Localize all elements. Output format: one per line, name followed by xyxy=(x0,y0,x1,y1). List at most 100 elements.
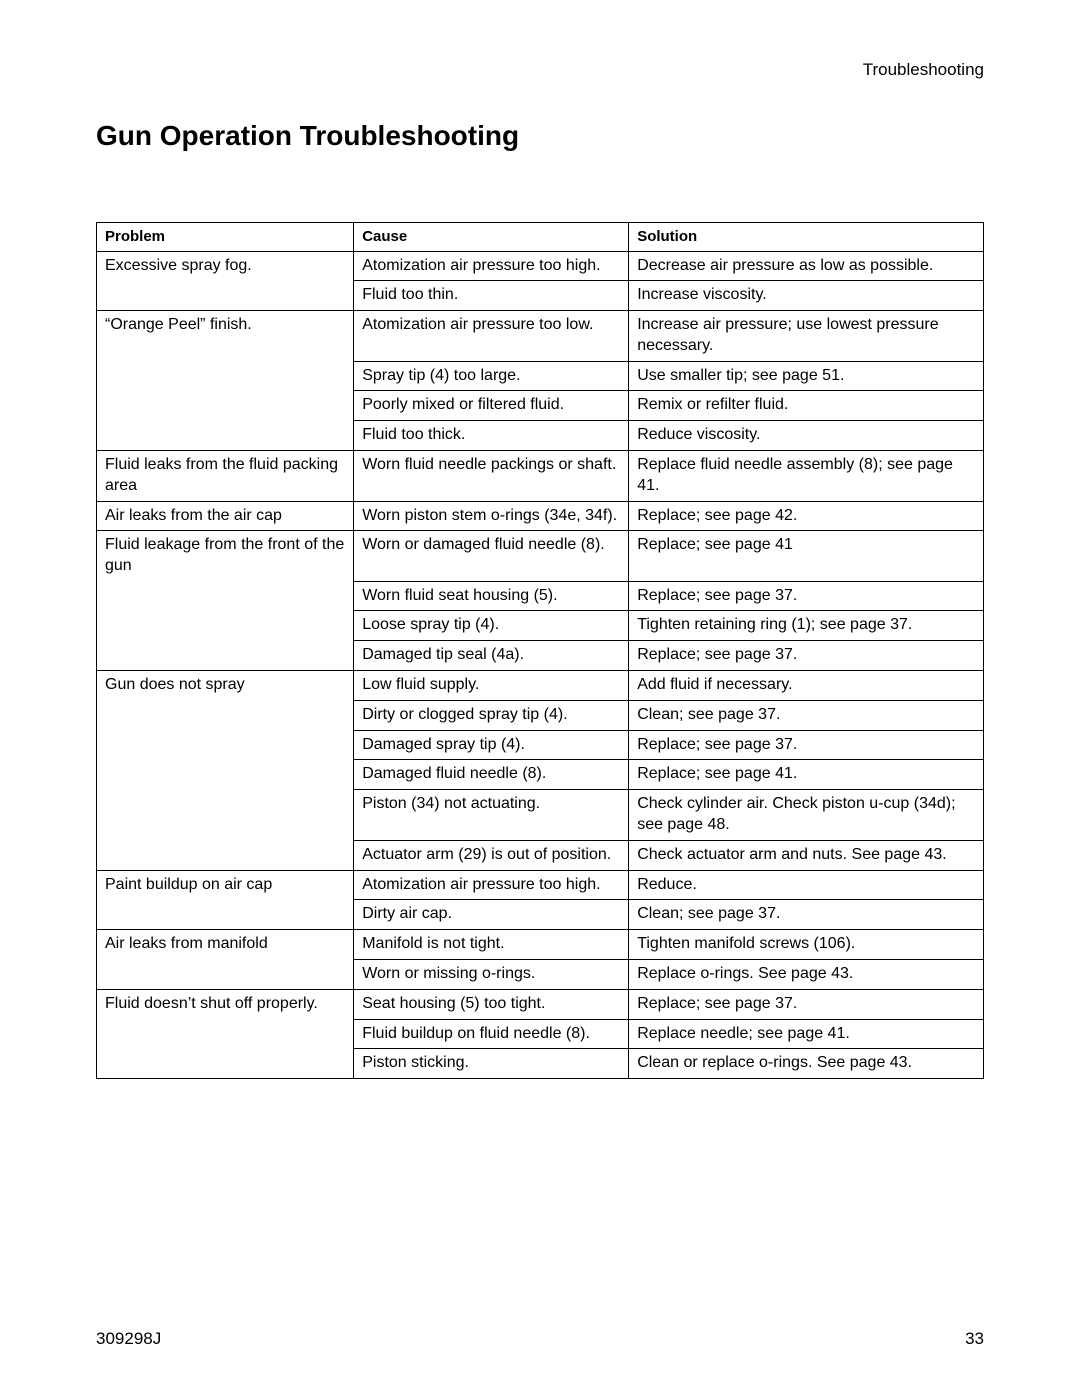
cell-problem: Gun does not spray xyxy=(97,670,354,700)
cell-solution: Decrease air pressure as low as possible… xyxy=(629,251,984,281)
cell-cause: Seat housing (5) too tight. xyxy=(354,989,629,1019)
cell-solution: Reduce viscosity. xyxy=(629,421,984,451)
doc-id: 309298J xyxy=(96,1329,161,1348)
cell-solution: Increase air pressure; use lowest pressu… xyxy=(629,311,984,362)
cell-problem: Excessive spray fog. xyxy=(97,251,354,281)
table-row: Gun does not sprayLow fluid supply.Add f… xyxy=(97,670,984,700)
cell-solution: Replace; see page 37. xyxy=(629,989,984,1019)
table-row: Paint buildup on air capAtomization air … xyxy=(97,870,984,900)
troubleshooting-table: Problem Cause Solution Excessive spray f… xyxy=(96,222,984,1079)
table-row: Actuator arm (29) is out of position.Che… xyxy=(97,840,984,870)
cell-problem: Fluid leakage from the front of the gun xyxy=(97,531,354,581)
cell-problem xyxy=(97,790,354,841)
table-row: Fluid buildup on fluid needle (8).Replac… xyxy=(97,1019,984,1049)
table-row: Spray tip (4) too large.Use smaller tip;… xyxy=(97,361,984,391)
cell-cause: Worn or missing o-rings. xyxy=(354,959,629,989)
cell-solution: Replace; see page 37. xyxy=(629,581,984,611)
table-row: Piston sticking.Clean or replace o-rings… xyxy=(97,1049,984,1079)
cell-solution: Clean; see page 37. xyxy=(629,900,984,930)
cell-problem xyxy=(97,421,354,451)
table-row: Worn or missing o-rings.Replace o-rings.… xyxy=(97,959,984,989)
header-solution: Solution xyxy=(629,223,984,252)
cell-cause: Atomization air pressure too high. xyxy=(354,870,629,900)
cell-cause: Worn piston stem o-rings (34e, 34f). xyxy=(354,501,629,531)
table-row: Air leaks from manifoldManifold is not t… xyxy=(97,930,984,960)
cell-problem xyxy=(97,730,354,760)
cell-solution: Increase viscosity. xyxy=(629,281,984,311)
cell-problem: Air leaks from the air cap xyxy=(97,501,354,531)
page-number: 33 xyxy=(965,1329,984,1349)
cell-solution: Use smaller tip; see page 51. xyxy=(629,361,984,391)
cell-cause: Fluid too thin. xyxy=(354,281,629,311)
cell-solution: Clean; see page 37. xyxy=(629,700,984,730)
cell-solution: Check actuator arm and nuts. See page 43… xyxy=(629,840,984,870)
section-header: Troubleshooting xyxy=(96,60,984,80)
cell-solution: Reduce. xyxy=(629,870,984,900)
cell-solution: Replace; see page 37. xyxy=(629,641,984,671)
cell-cause: Dirty or clogged spray tip (4). xyxy=(354,700,629,730)
cell-cause: Fluid too thick. xyxy=(354,421,629,451)
cell-problem: Paint buildup on air cap xyxy=(97,870,354,900)
cell-problem xyxy=(97,959,354,989)
table-row: Loose spray tip (4).Tighten retaining ri… xyxy=(97,611,984,641)
table-row: Dirty or clogged spray tip (4).Clean; se… xyxy=(97,700,984,730)
cell-problem xyxy=(97,700,354,730)
table-row: Poorly mixed or filtered fluid.Remix or … xyxy=(97,391,984,421)
cell-cause: Worn or damaged fluid needle (8). xyxy=(354,531,629,581)
cell-solution: Replace o-rings. See page 43. xyxy=(629,959,984,989)
cell-cause: Worn fluid needle packings or shaft. xyxy=(354,451,629,502)
cell-cause: Fluid buildup on fluid needle (8). xyxy=(354,1019,629,1049)
page-footer: 309298J 33 xyxy=(96,1329,984,1349)
cell-problem xyxy=(97,361,354,391)
table-row: Damaged spray tip (4).Replace; see page … xyxy=(97,730,984,760)
table-row: Fluid too thick.Reduce viscosity. xyxy=(97,421,984,451)
cell-solution: Replace needle; see page 41. xyxy=(629,1019,984,1049)
cell-problem: Fluid doesn’t shut off properly. xyxy=(97,989,354,1019)
cell-solution: Add fluid if necessary. xyxy=(629,670,984,700)
cell-cause: Damaged tip seal (4a). xyxy=(354,641,629,671)
cell-solution: Remix or refilter fluid. xyxy=(629,391,984,421)
table-header-row: Problem Cause Solution xyxy=(97,223,984,252)
cell-problem xyxy=(97,1049,354,1079)
cell-cause: Damaged fluid needle (8). xyxy=(354,760,629,790)
table-row: Piston (34) not actuating.Check cylinder… xyxy=(97,790,984,841)
cell-problem xyxy=(97,840,354,870)
cell-cause: Atomization air pressure too low. xyxy=(354,311,629,362)
cell-solution: Clean or replace o-rings. See page 43. xyxy=(629,1049,984,1079)
cell-problem: Air leaks from manifold xyxy=(97,930,354,960)
cell-cause: Loose spray tip (4). xyxy=(354,611,629,641)
cell-solution: Replace; see page 42. xyxy=(629,501,984,531)
table-row: Fluid doesn’t shut off properly.Seat hou… xyxy=(97,989,984,1019)
cell-cause: Low fluid supply. xyxy=(354,670,629,700)
cell-problem: “Orange Peel” finish. xyxy=(97,311,354,362)
cell-cause: Piston sticking. xyxy=(354,1049,629,1079)
table-row: Excessive spray fog.Atomization air pres… xyxy=(97,251,984,281)
table-row: “Orange Peel” finish.Atomization air pre… xyxy=(97,311,984,362)
cell-problem xyxy=(97,641,354,671)
cell-cause: Manifold is not tight. xyxy=(354,930,629,960)
cell-problem xyxy=(97,581,354,611)
cell-cause: Worn fluid seat housing (5). xyxy=(354,581,629,611)
cell-solution: Tighten retaining ring (1); see page 37. xyxy=(629,611,984,641)
cell-cause: Spray tip (4) too large. xyxy=(354,361,629,391)
table-row: Worn fluid seat housing (5).Replace; see… xyxy=(97,581,984,611)
table-row: Damaged tip seal (4a).Replace; see page … xyxy=(97,641,984,671)
cell-solution: Replace fluid needle assembly (8); see p… xyxy=(629,451,984,502)
cell-cause: Actuator arm (29) is out of position. xyxy=(354,840,629,870)
cell-solution: Replace; see page 41. xyxy=(629,760,984,790)
cell-solution: Tighten manifold screws (106). xyxy=(629,930,984,960)
cell-problem xyxy=(97,391,354,421)
table-row: Fluid too thin.Increase viscosity. xyxy=(97,281,984,311)
cell-cause: Dirty air cap. xyxy=(354,900,629,930)
cell-problem xyxy=(97,760,354,790)
cell-cause: Atomization air pressure too high. xyxy=(354,251,629,281)
table-row: Fluid leakage from the front of the gunW… xyxy=(97,531,984,581)
cell-problem xyxy=(97,1019,354,1049)
cell-solution: Check cylinder air. Check piston u-cup (… xyxy=(629,790,984,841)
table-row: Dirty air cap.Clean; see page 37. xyxy=(97,900,984,930)
cell-cause: Piston (34) not actuating. xyxy=(354,790,629,841)
cell-solution: Replace; see page 41 xyxy=(629,531,984,581)
cell-solution: Replace; see page 37. xyxy=(629,730,984,760)
cell-problem xyxy=(97,900,354,930)
table-row: Air leaks from the air capWorn piston st… xyxy=(97,501,984,531)
